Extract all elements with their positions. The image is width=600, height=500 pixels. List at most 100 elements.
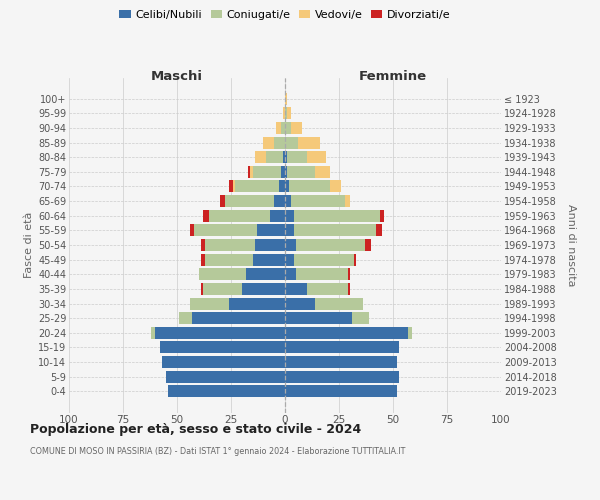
Y-axis label: Anni di nascita: Anni di nascita <box>566 204 576 286</box>
Bar <box>354 254 356 266</box>
Bar <box>380 210 385 222</box>
Bar <box>315 166 331 178</box>
Bar <box>296 268 347 280</box>
Bar <box>281 166 285 178</box>
Bar <box>283 108 285 120</box>
Bar <box>255 239 285 251</box>
Bar <box>263 136 274 148</box>
Bar <box>229 298 285 310</box>
Bar <box>194 224 257 236</box>
Bar <box>285 122 292 134</box>
Legend: Celibi/Nubili, Coniugati/e, Vedovi/e, Divorziati/e: Celibi/Nubili, Coniugati/e, Vedovi/e, Di… <box>115 6 455 25</box>
Bar <box>285 239 296 251</box>
Bar <box>285 356 397 368</box>
Bar <box>235 180 278 192</box>
Bar <box>285 386 397 398</box>
Bar <box>285 312 352 324</box>
Bar <box>255 151 266 163</box>
Bar <box>179 312 192 324</box>
Bar <box>160 342 285 353</box>
Bar <box>253 166 281 178</box>
Bar <box>285 180 289 192</box>
Bar <box>266 151 283 163</box>
Bar <box>307 283 347 295</box>
Bar <box>285 254 293 266</box>
Bar <box>205 254 253 266</box>
Bar <box>201 254 205 266</box>
Bar <box>190 224 194 236</box>
Bar <box>257 224 285 236</box>
Bar <box>285 283 307 295</box>
Bar <box>203 210 209 222</box>
Text: COMUNE DI MOSO IN PASSIRIA (BZ) - Dati ISTAT 1° gennaio 2024 - Elaborazione TUTT: COMUNE DI MOSO IN PASSIRIA (BZ) - Dati I… <box>30 448 406 456</box>
Bar <box>285 370 400 382</box>
Bar <box>285 224 293 236</box>
Bar <box>298 136 320 148</box>
Bar <box>205 239 255 251</box>
Bar <box>292 122 302 134</box>
Bar <box>285 327 408 339</box>
Bar <box>209 210 270 222</box>
Bar <box>224 195 274 207</box>
Bar <box>285 136 298 148</box>
Bar <box>283 151 285 163</box>
Bar <box>229 180 233 192</box>
Bar <box>287 151 307 163</box>
Bar <box>346 195 350 207</box>
Bar <box>166 370 285 382</box>
Bar <box>287 166 315 178</box>
Bar <box>220 195 224 207</box>
Bar <box>155 327 285 339</box>
Bar <box>233 180 235 192</box>
Bar <box>285 151 287 163</box>
Bar <box>246 268 285 280</box>
Y-axis label: Fasce di età: Fasce di età <box>23 212 34 278</box>
Bar <box>201 283 203 295</box>
Bar <box>285 210 293 222</box>
Bar <box>289 180 331 192</box>
Bar <box>376 224 382 236</box>
Text: Maschi: Maschi <box>151 70 203 82</box>
Bar <box>285 342 400 353</box>
Bar <box>190 298 229 310</box>
Bar <box>315 298 363 310</box>
Text: Popolazione per età, sesso e stato civile - 2024: Popolazione per età, sesso e stato civil… <box>30 422 361 436</box>
Bar <box>365 239 371 251</box>
Bar <box>293 254 354 266</box>
Bar <box>277 122 281 134</box>
Bar <box>293 224 376 236</box>
Bar <box>203 283 242 295</box>
Bar <box>347 283 350 295</box>
Bar <box>270 210 285 222</box>
Bar <box>192 312 285 324</box>
Bar <box>151 327 155 339</box>
Text: Femmine: Femmine <box>359 70 427 82</box>
Bar <box>408 327 412 339</box>
Bar <box>285 108 287 120</box>
Bar <box>274 136 285 148</box>
Bar <box>162 356 285 368</box>
Bar <box>293 210 380 222</box>
Bar <box>242 283 285 295</box>
Bar <box>285 298 315 310</box>
Bar <box>281 122 285 134</box>
Bar <box>248 166 250 178</box>
Bar <box>285 195 292 207</box>
Bar <box>274 195 285 207</box>
Bar <box>199 268 246 280</box>
Bar <box>278 180 285 192</box>
Bar <box>352 312 369 324</box>
Bar <box>253 254 285 266</box>
Bar <box>285 268 296 280</box>
Bar <box>331 180 341 192</box>
Bar <box>285 166 287 178</box>
Bar <box>201 239 205 251</box>
Bar <box>285 92 287 104</box>
Bar <box>250 166 253 178</box>
Bar <box>296 239 365 251</box>
Bar <box>287 108 292 120</box>
Bar <box>347 268 350 280</box>
Bar <box>292 195 346 207</box>
Bar <box>307 151 326 163</box>
Bar <box>169 386 285 398</box>
